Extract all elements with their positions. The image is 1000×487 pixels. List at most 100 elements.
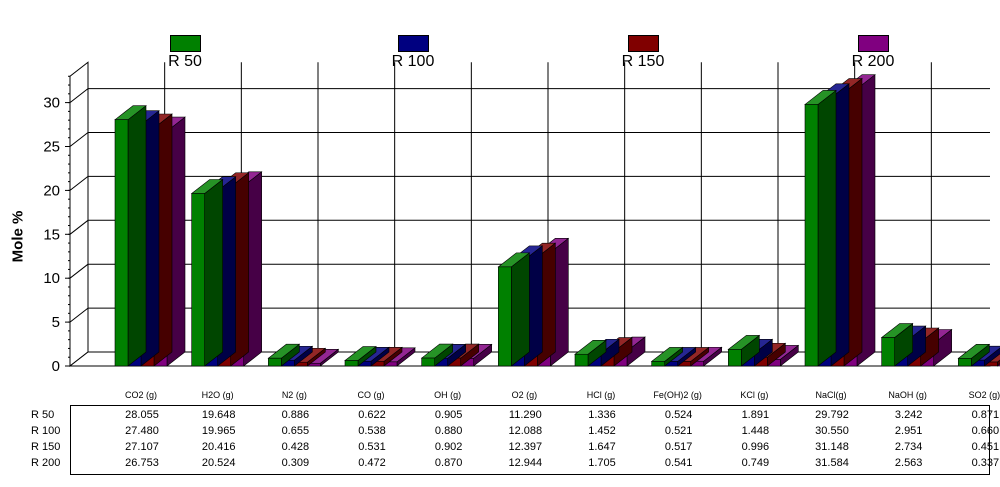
table-cell: 3.242 xyxy=(894,409,923,421)
x-tick-label: HCl (g) xyxy=(587,390,616,400)
table-cell: 19.965 xyxy=(201,425,236,437)
bar-chart: 0 5 10 15 20 25 30 CO2 (g) H2O (g) N2 (g) CO (g) OH… xyxy=(43,61,1000,400)
gridline-diag xyxy=(69,132,89,147)
y-tick-label: 5 xyxy=(52,314,60,331)
table-cell: 0.905 xyxy=(434,409,463,421)
table-cell: 0.870 xyxy=(434,457,463,469)
data-table: R 50 28.055 19.648 0.886 0.622 0.905 11.290 1.3… xyxy=(31,405,999,475)
table-row-label: R 150 xyxy=(31,441,61,453)
table-cell: 30.550 xyxy=(815,425,849,437)
x-tick-label: KCl (g) xyxy=(740,390,768,400)
y-axis-label: Mole % xyxy=(9,210,27,263)
table-row-label: R 100 xyxy=(31,425,61,437)
x-tick-label: OH (g) xyxy=(434,390,461,400)
x-tick-label: N2 (g) xyxy=(282,390,307,400)
legend-item: R 100 xyxy=(358,35,468,75)
x-tick-label: CO (g) xyxy=(358,390,385,400)
table-cell: 11.290 xyxy=(508,409,542,421)
bar xyxy=(727,334,761,367)
x-tick-label: Fe(OH)2 (g) xyxy=(653,390,702,400)
gridline-diag xyxy=(69,88,89,103)
bar xyxy=(267,343,301,367)
legend-swatch xyxy=(628,35,659,52)
gridline-diag xyxy=(69,219,89,235)
table-cell: 27.107 xyxy=(125,441,159,453)
legend-swatch xyxy=(858,35,889,52)
legend-label: R 150 xyxy=(621,53,665,70)
legend-label: R 200 xyxy=(851,53,895,70)
x-tick-label: O2 (g) xyxy=(512,390,538,400)
table-cell: 0.996 xyxy=(741,441,770,453)
table-cell: 0.472 xyxy=(358,457,386,469)
gridline-diag xyxy=(69,263,89,279)
table-cell: 20.416 xyxy=(201,441,236,453)
table-cell: 29.792 xyxy=(815,409,849,421)
gridline-diag xyxy=(69,307,89,323)
table-cell: 20.524 xyxy=(201,457,236,469)
table-cell: 1.336 xyxy=(588,409,616,421)
chart-legend: R 50 R 100 R 150 R 200 xyxy=(0,0,1000,75)
legend-item: R 150 xyxy=(588,35,698,75)
table-cell: 0.428 xyxy=(281,441,310,453)
legend-item: R 200 xyxy=(818,35,928,75)
table-cell: 0.880 xyxy=(434,425,463,437)
legend-label: R 100 xyxy=(391,53,435,70)
table-cell: 0.871 xyxy=(971,409,1000,421)
table-cell: 0.660 xyxy=(971,425,1000,437)
table-cell: 0.337 xyxy=(971,457,1000,469)
table-cell: 2.734 xyxy=(894,441,923,453)
x-tick-label: SO2 (g) xyxy=(969,390,1000,400)
legend-swatch xyxy=(170,35,201,52)
x-tick-label: H2O (g) xyxy=(202,390,234,400)
table-row-label: R 50 xyxy=(31,409,55,421)
table-cell: 1.891 xyxy=(741,409,770,421)
table-cell: 1.705 xyxy=(588,457,616,469)
y-tick-label: 0 xyxy=(52,358,60,375)
bar xyxy=(880,322,914,367)
table-cell: 1.647 xyxy=(588,441,616,453)
bar xyxy=(804,89,837,367)
table-cell: 0.521 xyxy=(664,425,693,437)
y-tick-label: 20 xyxy=(43,182,60,199)
table-cell: 0.886 xyxy=(281,409,310,421)
bar xyxy=(344,345,377,367)
bar xyxy=(420,343,454,367)
table-cell: 0.309 xyxy=(281,457,310,469)
legend-swatch xyxy=(398,35,429,52)
table-cell: 0.622 xyxy=(358,409,386,421)
x-tick-label: NaCl(g) xyxy=(815,390,846,400)
y-tick-label: 15 xyxy=(43,226,60,243)
table-cell: 1.452 xyxy=(588,425,616,437)
table-cell: 0.531 xyxy=(358,441,386,453)
bar xyxy=(957,343,991,367)
bar xyxy=(190,178,224,367)
bar xyxy=(497,252,531,367)
table-cell: 2.563 xyxy=(894,457,923,469)
table-cell: 31.148 xyxy=(815,441,849,453)
table-cell: 28.055 xyxy=(125,409,159,421)
y-tick-label: 25 xyxy=(43,139,60,156)
bar xyxy=(114,105,147,367)
table-cell: 27.480 xyxy=(125,425,159,437)
table-cell: 0.749 xyxy=(741,457,770,469)
table-cell: 0.902 xyxy=(434,441,463,453)
table-cell: 1.448 xyxy=(741,425,770,437)
table-cell: 31.584 xyxy=(815,457,849,469)
gridline-diag xyxy=(69,176,89,191)
table-cell: 0.524 xyxy=(664,409,693,421)
y-tick-label: 30 xyxy=(43,95,60,112)
table-cell: 0.517 xyxy=(664,441,693,453)
table-row-label: R 200 xyxy=(31,457,61,469)
table-cell: 0.451 xyxy=(971,441,1000,453)
bar xyxy=(574,339,607,367)
legend-label: R 50 xyxy=(168,53,202,70)
x-tick-label: NaOH (g) xyxy=(888,390,927,400)
table-cell: 12.088 xyxy=(508,425,543,437)
table-cell: 2.951 xyxy=(894,425,923,437)
table-cell: 12.397 xyxy=(508,441,543,453)
legend-item: R 50 xyxy=(130,35,240,75)
table-cell: 0.655 xyxy=(281,425,310,437)
table-cell: 0.538 xyxy=(358,425,386,437)
bar xyxy=(650,346,684,367)
table-cell: 0.541 xyxy=(664,457,693,469)
